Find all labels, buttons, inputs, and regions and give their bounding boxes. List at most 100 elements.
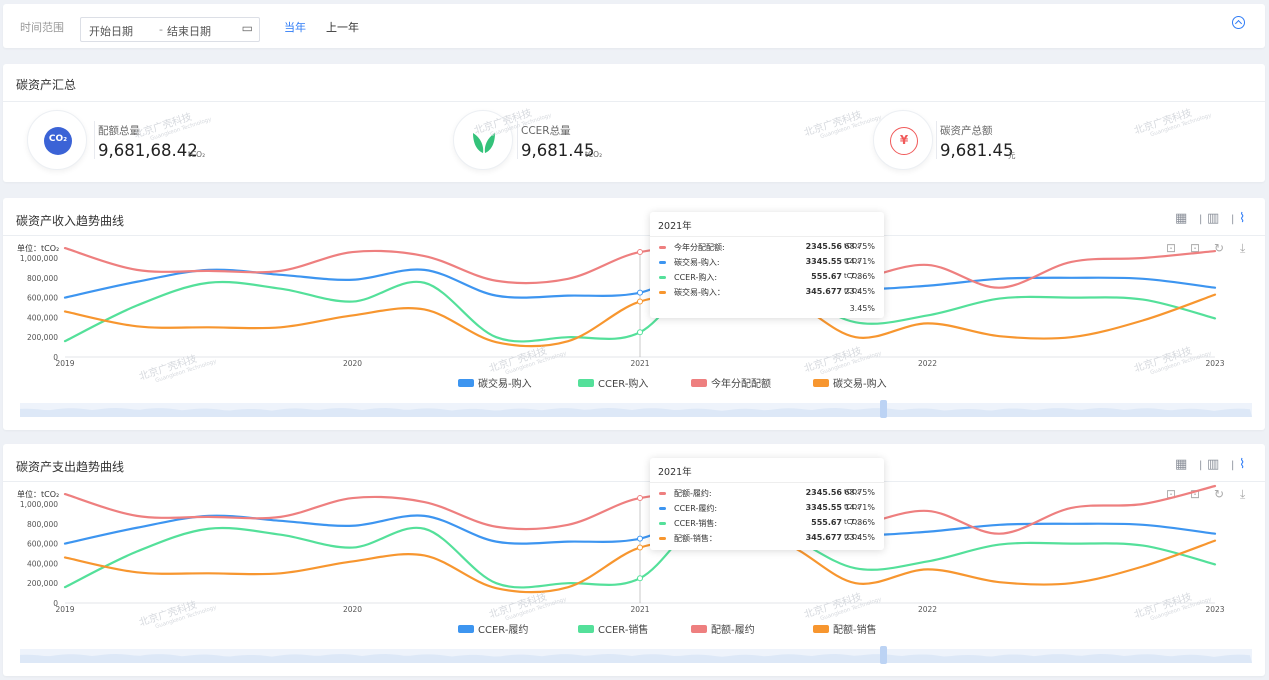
y-tick-label: 1,000,000: [20, 254, 58, 263]
hover-point: [637, 575, 643, 582]
zoom-icon[interactable]: ⊡: [1166, 241, 1176, 255]
watermark: 北京广壳科技 Guangkeon Technology: [802, 109, 883, 141]
tooltip-row: 配额-履约: 2345.56 tCO₂ 68.75%: [650, 488, 884, 500]
hover-point: [637, 329, 643, 336]
legend-swatch: [458, 379, 474, 387]
toolbar-divider: |: [1199, 214, 1202, 225]
hover-point: [637, 495, 643, 502]
legend-label[interactable]: 配额-履约: [711, 623, 755, 636]
zoom-reset-icon[interactable]: ⊡: [1190, 487, 1200, 501]
leaf-icon: [453, 110, 513, 170]
data-zoom-handle[interactable]: [880, 400, 887, 418]
legend-label[interactable]: 碳交易-购入: [478, 377, 532, 390]
y-tick-label: 200,000: [27, 579, 58, 588]
legend-swatch: [578, 379, 594, 387]
bar-chart-icon[interactable]: ▥: [1207, 457, 1219, 472]
y-tick-label: 1,000,000: [20, 500, 58, 509]
summary-card: 碳资产汇总 CO₂ 配额总量 9,681,68.42 tCO₂ CCER总量 9…: [3, 64, 1265, 182]
stat-separator: [936, 121, 937, 159]
legend-swatch: [458, 625, 474, 633]
y-tick-label: 400,000: [27, 313, 58, 322]
y-tick-label: 800,000: [27, 274, 58, 283]
chart-divider: [3, 235, 1265, 236]
stat-unit: 元: [1008, 151, 1016, 160]
download-icon[interactable]: ⤓: [1240, 241, 1246, 255]
tooltip-row: 今年分配配额: 2345.56 tCO₂ 68.75%: [650, 242, 884, 254]
line-chart-icon[interactable]: ⌇: [1239, 211, 1245, 226]
stat-separator: [94, 121, 95, 159]
tooltip-row: CCER-销售: 555.67 tCO₂ 7.36%: [650, 518, 884, 530]
filter-bar: 时间范围 开始日期 - 结束日期 ▭ 当年 上一年: [3, 4, 1265, 48]
current-year-button[interactable]: 当年: [284, 21, 306, 34]
legend-label[interactable]: CCER-购入: [598, 377, 648, 390]
legend-swatch: [691, 625, 707, 633]
x-tick-label: 2019: [55, 359, 74, 368]
x-tick-label: 2023: [1205, 605, 1224, 614]
data-zoom-preview: [20, 654, 1252, 663]
legend-swatch: [813, 379, 829, 387]
stat-value: 9,681,68.42: [98, 141, 198, 160]
previous-year-button[interactable]: 上一年: [326, 21, 359, 34]
end-date-input[interactable]: 结束日期: [167, 25, 211, 38]
legend-label[interactable]: 碳交易-购入: [833, 377, 887, 390]
hover-point: [637, 535, 643, 542]
restore-icon[interactable]: ↻: [1214, 487, 1224, 501]
y-axis-unit-label: 单位：tCO₂: [17, 243, 59, 253]
y-tick-label: 0: [53, 599, 58, 608]
start-date-input[interactable]: 开始日期: [89, 25, 133, 38]
stat-label: CCER总量: [521, 125, 571, 137]
y-tick-label: 800,000: [27, 520, 58, 529]
zoom-reset-icon[interactable]: ⊡: [1190, 241, 1200, 255]
table-view-icon[interactable]: ▦: [1175, 211, 1187, 226]
bar-chart-icon[interactable]: ▥: [1207, 211, 1219, 226]
toolbar-divider: |: [1231, 214, 1234, 225]
x-tick-label: 2021: [630, 359, 649, 368]
y-tick-label: 600,000: [27, 540, 58, 549]
y-axis-unit-label: 单位：tCO₂: [17, 489, 59, 499]
tooltip-row: 碳交易-购入： 345.677 tCO₂ 23.45%: [650, 287, 884, 299]
summary-title: 碳资产汇总: [16, 78, 77, 92]
table-view-icon[interactable]: ▦: [1175, 457, 1187, 472]
tooltip-row: 配额-销售： 345.677 tCO₂ 23.45%: [650, 533, 884, 545]
legend-label[interactable]: 配额-销售: [833, 623, 877, 636]
stat-label: 配额总量: [98, 125, 140, 137]
legend-label[interactable]: 今年分配配额: [711, 377, 771, 390]
y-tick-label: 600,000: [27, 294, 58, 303]
date-range-picker[interactable]: 开始日期 - 结束日期 ▭: [80, 17, 260, 42]
chart-title: 碳资产支出趋势曲线: [16, 460, 125, 474]
stat-unit: tCO₂: [585, 150, 603, 159]
legend-label[interactable]: CCER-销售: [598, 623, 648, 636]
data-zoom-preview: [20, 408, 1252, 417]
restore-icon[interactable]: ↻: [1214, 241, 1224, 255]
yuan-icon: ¥: [873, 110, 933, 170]
y-tick-label: 200,000: [27, 333, 58, 342]
legend-swatch: [578, 625, 594, 633]
line-chart-icon[interactable]: ⌇: [1239, 457, 1245, 472]
tooltip-title: 2021年: [658, 467, 692, 478]
collapse-icon[interactable]: [1232, 16, 1245, 29]
chart-title: 碳资产收入趋势曲线: [16, 214, 125, 228]
x-tick-label: 2022: [918, 605, 937, 614]
download-icon[interactable]: ⤓: [1240, 487, 1246, 501]
co2-cloud-icon: CO₂: [27, 110, 87, 170]
hover-point: [637, 544, 643, 551]
expense-line-chart[interactable]: ▦ | ▥ | ⌇ ⊡ ⊡ ↻ ⤓ 单位：tCO₂ 0 200,000 400,000 600,000 80…: [3, 444, 1265, 676]
chart-divider: [3, 481, 1265, 482]
date-separator: -: [159, 23, 163, 36]
calendar-icon[interactable]: ▭: [241, 21, 253, 35]
tooltip-title: 2021年: [658, 221, 692, 232]
hover-point: [637, 289, 643, 296]
zoom-icon[interactable]: ⊡: [1166, 487, 1176, 501]
x-tick-label: 2022: [918, 359, 937, 368]
stat-separator: [517, 121, 518, 159]
legend-label[interactable]: CCER-履约: [478, 623, 528, 636]
x-tick-label: 2020: [343, 605, 362, 614]
hover-point: [637, 298, 643, 305]
data-zoom-handle[interactable]: [880, 646, 887, 664]
hover-point: [637, 249, 643, 256]
legend-swatch: [691, 379, 707, 387]
watermark: 北京广壳科技 Guangkeon Technology: [132, 111, 213, 143]
income-line-chart[interactable]: ▦ | ▥ | ⌇ ⊡ ⊡ ↻ ⤓ 单位：tCO₂ 0 200,000 400,000 600,000 80…: [3, 198, 1265, 430]
y-tick-label: 0: [53, 353, 58, 362]
tooltip-extra: 3.45%: [849, 304, 875, 313]
